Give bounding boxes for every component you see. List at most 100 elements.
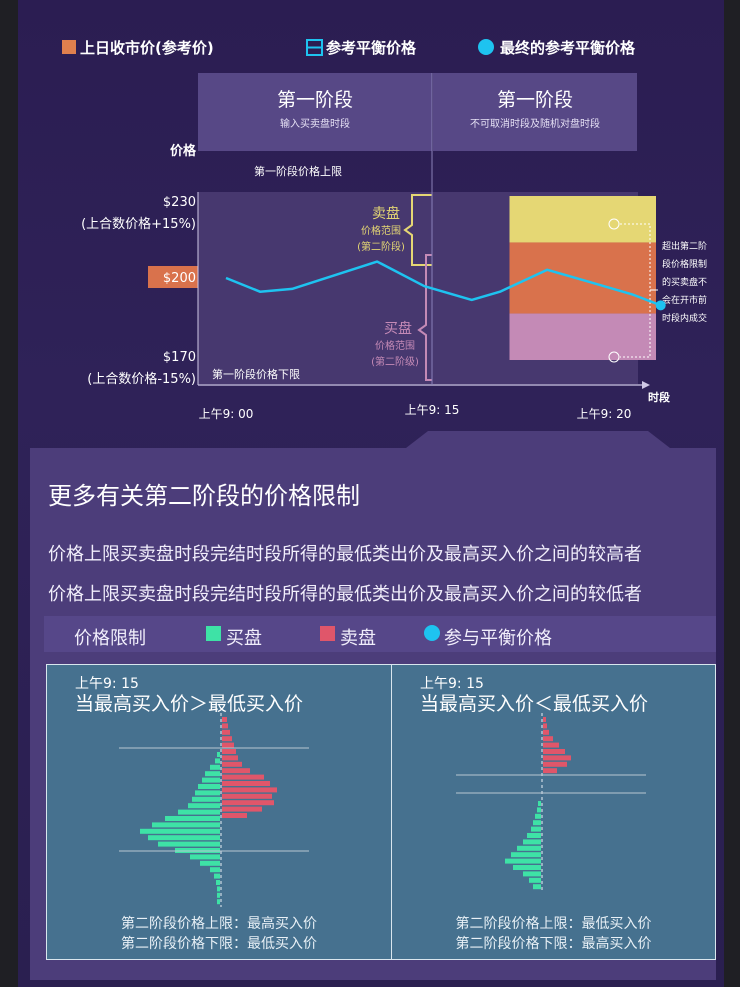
buy-order-bar [537, 807, 541, 813]
scenario-right-condition: 当最高买入价＜最低买入价 [420, 693, 649, 715]
svg-text:段价格限制: 段价格限制 [662, 258, 707, 270]
buy-order-bar [165, 816, 220, 821]
buy-order-bar [148, 835, 220, 841]
y-tick-170: $170 [163, 350, 196, 365]
scenario-left-time: 上午9: 15 [75, 676, 139, 692]
scenario-right-time: 上午9: 15 [420, 676, 484, 692]
buy-order-bar [531, 826, 541, 832]
phase2-limits-panel: 更多有关第二阶段的价格限制 价格上限买卖盘时段完结时段所得的最低类出价及最高买入… [30, 448, 716, 980]
sell-order-bar [222, 781, 270, 786]
buy-order-bar [517, 845, 541, 851]
svg-text:的买卖盘不: 的买卖盘不 [662, 276, 707, 288]
y-axis-label: 价格 [170, 143, 197, 159]
scenario-left-lower: 第二阶段价格下限：最低买入价 [121, 936, 317, 952]
buy-order-bar [535, 813, 541, 819]
buy-order-bar [217, 899, 220, 905]
sell-order-bar [222, 755, 238, 761]
price-chart: 上日收市价(参考价) 参考平衡价格 最终的参考平衡价格 第一阶段 输入买卖盘时段… [62, 39, 707, 448]
buy-order-bar [178, 809, 220, 815]
panel-line-lower: 价格上限买卖盘时段完结时段所得的最低类出价及最高买入价之间的较低者 [48, 584, 642, 605]
buy-order-bar [215, 758, 220, 764]
buy-order-bar [216, 880, 220, 885]
sell-order-bar [543, 761, 567, 767]
sell-order-bar [222, 736, 232, 742]
sell-order-bar [222, 768, 250, 774]
phase2-subtitle: 不可取消时段及随机对盘时段 [470, 117, 600, 130]
sell-order-bar [543, 742, 559, 748]
phase1-title: 第一阶段 [277, 89, 353, 111]
sell-order-bar [543, 768, 557, 774]
sell-order-bar [222, 723, 228, 729]
phase1-upper-label: 第一阶段价格上限 [254, 164, 342, 178]
sell-order-bar [543, 755, 571, 761]
sell-order-bar [222, 761, 242, 767]
y-tick-230-sub: (上合数价格+15%) [81, 216, 196, 232]
scenario-divider [391, 665, 392, 959]
y-tick-200: $200 [163, 271, 196, 286]
scenario-right-upper: 第二阶段价格上限：最低买入价 [455, 916, 652, 932]
panel-legend: 价格限制 买盘 卖盘 参与平衡价格 [44, 616, 716, 652]
phase2-header [433, 73, 637, 151]
buy-range-line3: (第二阶级) [371, 355, 419, 368]
order-book-right [456, 713, 646, 893]
buy-order-bar [190, 854, 220, 860]
buy-order-bar [200, 860, 220, 866]
svg-text:会在开市前: 会在开市前 [662, 294, 707, 306]
sell-order-bar [222, 800, 274, 806]
sell-order-bar [222, 742, 234, 748]
buy-order-bar [210, 764, 220, 770]
legend-sell-label: 卖盘 [340, 628, 376, 649]
sell-order-bar [543, 736, 553, 742]
buy-order-bar [192, 796, 220, 802]
buy-order-bar [217, 752, 220, 757]
order-book-comparison: 上午9: 15 当最高买入价＞最低买入价 第二阶段价格上限：最高买入价 第二阶段… [46, 664, 716, 960]
sell-range-line1: 卖盘 [372, 205, 400, 222]
sell-zone [509, 196, 656, 243]
buy-order-bar [214, 873, 220, 879]
buy-order-bar [140, 828, 220, 834]
sell-order-bar [222, 793, 272, 799]
y-tick-170-sub: (上合数价格-15%) [87, 371, 196, 387]
buy-order-bar [523, 871, 541, 877]
buy-range-line1: 买盘 [384, 320, 412, 337]
sell-order-bar [543, 717, 546, 722]
x-tick-0900: 上午9: 00 [199, 407, 254, 421]
outside-buy-marker-icon [608, 351, 620, 363]
buy-zone [509, 313, 656, 360]
sell-order-bar [222, 787, 277, 793]
order-book-left [119, 713, 309, 907]
sell-order-bar [543, 723, 547, 729]
legend-eq-label: 参与平衡价格 [444, 628, 552, 649]
buy-order-bar [217, 892, 220, 898]
sell-order-bar [222, 813, 247, 818]
overlap-zone [509, 242, 656, 314]
phase1-lower-label: 第一阶段价格下限 [212, 367, 300, 381]
legend-eq-dot [424, 625, 440, 641]
buy-range-bracket [417, 254, 432, 381]
x-axis-label: 时段 [648, 390, 670, 404]
panel-line-upper: 价格上限买卖盘时段完结时段所得的最低类出价及最高买入价之间的较高者 [48, 544, 642, 565]
svg-text:时段内成交: 时段内成交 [662, 312, 707, 324]
phase2-title: 第一阶段 [497, 89, 573, 111]
legend-limit-label: 价格限制 [74, 628, 146, 649]
legend-ref-price-label: 参考平衡价格 [326, 39, 417, 57]
callout-wedge [406, 431, 670, 448]
scenario-right-lower: 第二阶段价格下限：最高买入价 [455, 936, 652, 952]
buy-order-bar [527, 833, 541, 838]
sell-order-bar [222, 749, 236, 754]
ref-price-line [225, 260, 662, 307]
buy-order-bar [210, 867, 220, 873]
buy-order-bar [533, 884, 541, 890]
sell-order-bar [543, 749, 565, 754]
legend-prev-close-label: 上日收市价(参考价) [80, 39, 214, 57]
buy-order-bar [511, 852, 541, 858]
legend-final-price-dot [478, 39, 494, 55]
x-axis-arrow-icon [642, 381, 650, 389]
buy-order-bar [217, 886, 220, 892]
sell-order-bar [222, 806, 262, 812]
scenario-left-condition: 当最高买入价＞最低买入价 [75, 693, 304, 715]
side-note: 超出第二阶 段价格限制 的买卖盘不 会在开市前 时段内成交 [662, 240, 707, 324]
scenario-left-upper: 第二阶段价格上限：最高买入价 [121, 916, 317, 932]
buy-range-line2: 价格范围 [375, 339, 415, 352]
outside-sell-marker-icon [608, 218, 620, 230]
